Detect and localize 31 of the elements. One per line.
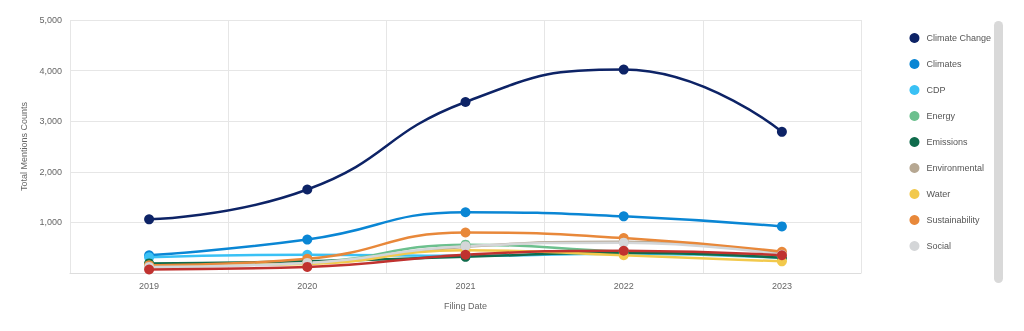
y-tick-label: 5,000 — [39, 15, 62, 25]
y-tick-label: 4,000 — [39, 65, 62, 76]
legend-label: Climate Change — [926, 33, 992, 43]
y-tick-label: 1,000 — [39, 217, 62, 228]
point — [302, 184, 313, 195]
x-tick-label: 2021 — [455, 280, 476, 291]
x-tick-label: 2019 — [139, 280, 160, 291]
x-tick-label: 2023 — [771, 280, 792, 291]
point — [776, 221, 787, 232]
point — [460, 227, 471, 238]
legend-label: Sustainability — [926, 215, 980, 225]
x-tick-label: 2020 — [297, 280, 318, 291]
legend-label: CDP — [926, 85, 946, 95]
point — [776, 126, 787, 137]
y-tick-label: 2,000 — [39, 166, 62, 177]
point — [460, 207, 471, 218]
point — [618, 211, 629, 222]
legend-label: Emissions — [926, 137, 968, 147]
point — [144, 214, 155, 225]
legend-label: Social — [926, 241, 951, 251]
point — [460, 96, 471, 107]
point — [618, 64, 629, 75]
x-tick-label: 2022 — [613, 280, 634, 291]
legend-label: Energy — [926, 111, 956, 121]
point — [302, 234, 313, 245]
x-axis-title: Filing Date — [443, 300, 488, 311]
legend-label: Water — [926, 189, 951, 199]
y-axis-title: Total Mentions Counts — [18, 101, 29, 192]
legend-label: Climates — [926, 59, 962, 69]
y-tick-label: 3,000 — [39, 116, 62, 127]
legend-label: Environmental — [926, 163, 984, 173]
